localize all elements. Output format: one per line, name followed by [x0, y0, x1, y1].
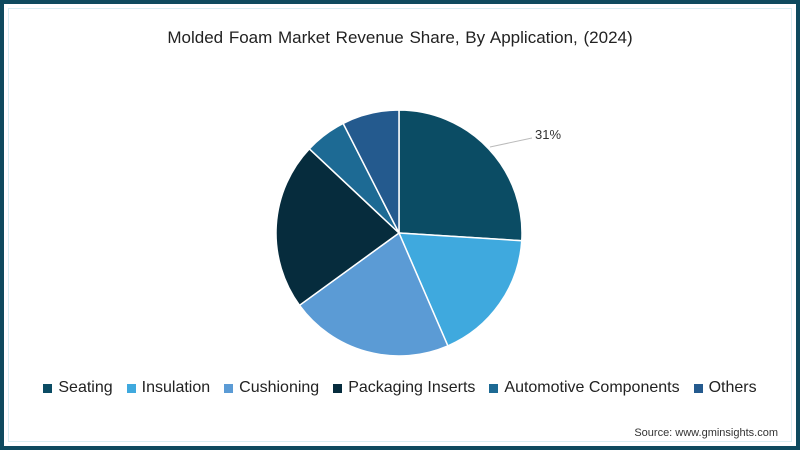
chart-title: Molded Foam Market Revenue Share, By App…	[167, 28, 633, 47]
legend-swatch	[489, 383, 499, 393]
legend-item-insulation: Insulation	[126, 379, 210, 397]
source-text: Source: www.gminsights.com	[634, 427, 778, 439]
seating-percent-label: 31%	[535, 127, 562, 142]
pie-slice-seating	[398, 109, 523, 242]
legend-swatch	[333, 383, 343, 393]
legend-item-seating: Seating	[43, 379, 113, 397]
legend-swatch	[224, 383, 234, 393]
legend-item-automotive-components: Automotive Components	[489, 379, 680, 397]
legend-item-cushioning: Cushioning	[224, 379, 319, 397]
pie-slice-others	[342, 109, 400, 234]
leader-line	[489, 137, 533, 148]
legend-swatch	[693, 383, 703, 393]
pie-slice-insulation	[397, 232, 523, 347]
pie-slices	[275, 109, 523, 357]
legend-item-others: Others	[693, 379, 757, 397]
pie-slice-cushioning	[298, 231, 449, 357]
inner-border	[8, 8, 792, 442]
legend-swatch	[43, 383, 53, 393]
legend: Seating Insulation Cushioning Packaging …	[0, 379, 800, 397]
pie-slice-packaging-inserts	[275, 147, 401, 307]
legend-item-packaging-inserts: Packaging Inserts	[333, 379, 475, 397]
legend-swatch	[126, 383, 136, 393]
